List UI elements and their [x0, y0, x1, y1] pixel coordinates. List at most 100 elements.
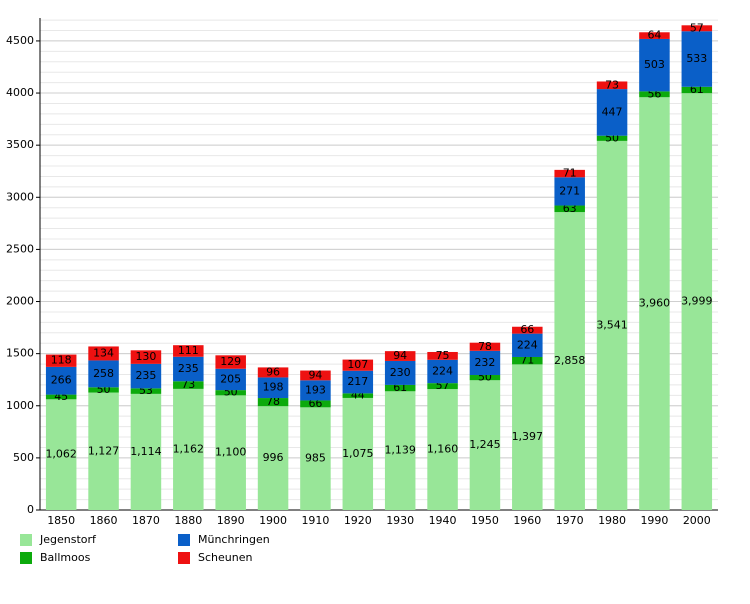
value-label: 134: [93, 346, 114, 359]
bar-segment: [45, 394, 77, 400]
bar-segment: [384, 351, 416, 361]
value-label: 57: [690, 21, 704, 34]
value-label: 130: [135, 350, 156, 363]
value-label: 64: [647, 29, 661, 42]
bar-segment: [173, 381, 204, 389]
value-label: 1,160: [427, 443, 459, 456]
bar-segment: [88, 392, 119, 510]
x-tick-label: 1910: [301, 514, 329, 527]
bar-segment: [300, 380, 331, 401]
value-label: 266: [51, 374, 72, 387]
bar-segment: [215, 395, 246, 510]
value-label: 235: [178, 362, 199, 375]
value-label: 73: [181, 378, 195, 391]
x-tick-label: 1960: [513, 514, 541, 527]
x-tick-label: 1900: [259, 514, 287, 527]
y-tick-label: 3500: [6, 138, 34, 151]
value-label: 447: [602, 105, 623, 118]
bar-segment: [130, 350, 162, 364]
x-tick-label: 1940: [429, 514, 457, 527]
bar-segment: [469, 375, 501, 381]
bar-segment: [300, 400, 331, 408]
bar-segment: [427, 359, 458, 384]
bar-segment: [596, 135, 628, 141]
bar-segment: [639, 91, 670, 98]
bar-segment: [342, 370, 374, 394]
bar-segment: [512, 326, 543, 334]
legend-label: Ballmoos: [40, 551, 91, 564]
y-tick-label: 2500: [6, 242, 34, 255]
value-label: 235: [135, 369, 156, 382]
value-label: 3,999: [681, 295, 713, 308]
bar-segment: [512, 356, 543, 365]
legend-swatch: [20, 534, 32, 546]
y-tick-label: 500: [13, 451, 34, 464]
value-label: 205: [220, 372, 241, 385]
bar-segment: [681, 93, 713, 510]
value-label: 503: [644, 58, 665, 71]
value-label: 985: [305, 452, 326, 465]
value-label: 2,858: [554, 354, 586, 367]
bar-segment: [300, 370, 331, 381]
value-label: 1,162: [173, 442, 205, 455]
bar-segment: [639, 38, 670, 92]
bar-segment: [681, 31, 713, 87]
bar-segment: [215, 355, 246, 369]
x-tick-label: 1890: [217, 514, 245, 527]
value-label: 73: [605, 78, 619, 91]
legend-label: Jegenstorf: [39, 533, 97, 546]
bar-segment: [384, 360, 416, 385]
value-label: 94: [308, 368, 322, 381]
value-label: 996: [263, 451, 284, 464]
bar-segment: [173, 356, 204, 382]
y-tick-label: 1000: [6, 399, 34, 412]
bar-segment: [45, 399, 77, 510]
value-label: 66: [520, 323, 534, 336]
value-label: 107: [347, 358, 368, 371]
bar-segment: [639, 97, 670, 510]
bar-segment: [469, 350, 501, 376]
value-label: 1,100: [215, 446, 247, 459]
x-tick-label: 1980: [598, 514, 626, 527]
value-label: 224: [432, 364, 453, 377]
value-label: 111: [178, 344, 199, 357]
bar-segment: [173, 345, 204, 357]
bar-segment: [130, 363, 162, 389]
value-label: 217: [347, 375, 368, 388]
value-label: 1,062: [45, 448, 77, 461]
bar-segment: [130, 388, 162, 394]
bar-segment: [596, 89, 628, 136]
bar-segment: [215, 390, 246, 396]
bar-segment: [215, 368, 246, 391]
value-label: 193: [305, 383, 326, 396]
bar-segment: [88, 387, 119, 393]
value-label: 232: [474, 356, 495, 369]
bar-segment: [427, 389, 458, 510]
value-label: 1,245: [469, 438, 501, 451]
value-label: 271: [559, 184, 580, 197]
x-tick-label: 1920: [344, 514, 372, 527]
value-label: 1,075: [342, 447, 374, 460]
value-label: 1,397: [512, 430, 544, 443]
bar-segment: [342, 393, 374, 398]
value-label: 96: [266, 365, 280, 378]
bar-segment: [639, 32, 670, 39]
bar-segment: [45, 366, 77, 395]
bar-segment: [554, 205, 585, 213]
legend-swatch: [20, 552, 32, 564]
bar-segment: [130, 393, 162, 510]
legend-swatch: [178, 534, 190, 546]
legend-label: Münchringen: [198, 533, 270, 546]
y-tick-label: 2000: [6, 295, 34, 308]
value-label: 94: [393, 349, 407, 362]
bar-segment: [469, 380, 501, 510]
y-tick-label: 4000: [6, 86, 34, 99]
value-label: 129: [220, 355, 241, 368]
x-tick-label: 2000: [683, 514, 711, 527]
bar-segment: [257, 398, 289, 407]
bar-segment: [257, 406, 289, 510]
bar-segment: [681, 86, 713, 94]
value-label: 118: [51, 354, 72, 367]
x-tick-label: 1860: [90, 514, 118, 527]
